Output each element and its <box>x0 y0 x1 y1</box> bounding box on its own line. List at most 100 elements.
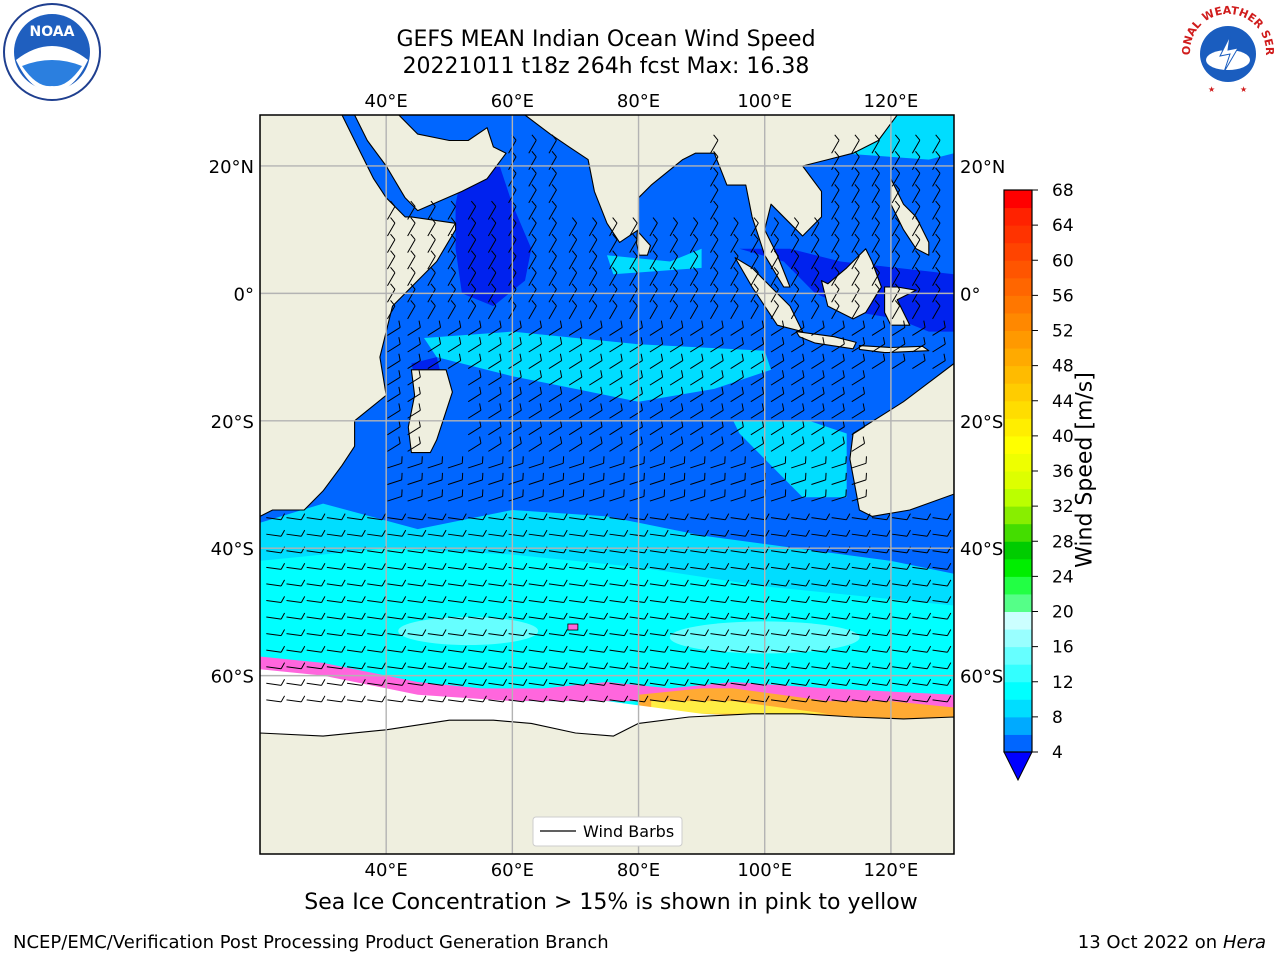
wind-barb-shaft <box>649 393 663 403</box>
wind-barb-flag <box>745 579 750 587</box>
wind-barb <box>892 679 911 686</box>
lat-tick-left: 20°N <box>209 157 254 178</box>
wind-barb-shaft <box>932 343 946 353</box>
wind-barb-flag <box>539 320 542 328</box>
wind-barb-shaft <box>266 599 282 604</box>
wind-barb-flag <box>632 217 638 224</box>
wind-barb <box>689 250 699 270</box>
wind-barb <box>447 612 467 620</box>
wind-barb-shaft <box>851 305 860 320</box>
wind-barb <box>528 579 548 587</box>
wind-barb-shaft <box>609 599 625 604</box>
wind-barb-shaft <box>609 327 623 336</box>
wind-barb-flag <box>684 629 689 636</box>
wind-barb-flag <box>834 266 840 274</box>
wind-barb-shaft <box>932 289 941 303</box>
wind-barb-shaft <box>568 255 578 270</box>
wind-barb-flag <box>644 695 649 703</box>
wind-barb <box>690 679 709 686</box>
wind-barb-flag <box>785 629 790 636</box>
wind-barb-flag <box>753 233 759 240</box>
wind-barb <box>750 436 765 452</box>
wind-barb <box>266 579 286 587</box>
wind-barb <box>548 217 557 237</box>
wind-barb-flag <box>724 612 730 620</box>
wind-barb <box>488 386 502 403</box>
wind-barb <box>750 337 765 353</box>
wind-barb <box>266 629 286 637</box>
wind-barb-shaft <box>770 633 786 637</box>
wind-barb-shaft <box>629 360 643 369</box>
wind-barb-flag <box>640 403 643 411</box>
wind-barb-shaft <box>871 649 887 653</box>
wind-barb <box>791 612 810 620</box>
wind-barb-shaft <box>508 495 523 502</box>
wind-barb-shaft <box>548 583 564 587</box>
wind-barb <box>831 200 840 220</box>
wind-barb <box>871 695 891 703</box>
wind-barb-shaft <box>811 360 825 369</box>
wind-barb-shaft <box>730 393 744 403</box>
wind-barb-shaft <box>710 517 726 521</box>
colorbar-segment <box>1004 330 1032 349</box>
wind-barb <box>548 283 557 303</box>
wind-barb-shaft <box>831 327 845 336</box>
wind-barb <box>710 151 719 171</box>
wind-barb-flag <box>935 134 941 141</box>
wind-barb-flag <box>640 337 643 345</box>
colorbar-segment <box>1004 435 1032 454</box>
wind-barb <box>891 217 901 237</box>
wind-barb-flag <box>701 386 704 394</box>
wind-barb-flag <box>915 250 921 257</box>
wind-barb-flag <box>943 353 946 361</box>
wind-barb <box>710 266 719 286</box>
wind-barb-flag <box>765 662 770 670</box>
wind-barb-shaft <box>770 666 786 670</box>
wind-barb <box>669 353 684 369</box>
wind-barb-shaft <box>427 649 443 653</box>
wind-barb <box>932 233 941 253</box>
wind-barb <box>831 337 845 353</box>
wind-barb-shaft <box>831 189 840 204</box>
wind-barb-flag <box>681 370 684 378</box>
wind-barb-shaft <box>871 633 887 637</box>
wind-barb-shaft <box>690 393 704 403</box>
wind-barb <box>851 596 871 604</box>
wind-barb <box>407 217 416 237</box>
wind-barb-shaft <box>487 206 497 220</box>
wind-barb <box>367 679 386 686</box>
wind-barb-shaft <box>791 550 807 554</box>
wind-barb-shaft <box>750 343 764 353</box>
wind-barb <box>649 612 669 620</box>
wind-barb-shaft <box>629 393 643 403</box>
wind-barb-flag <box>741 436 744 444</box>
wind-barb-shaft <box>447 343 461 353</box>
wind-barb-shaft <box>568 462 584 469</box>
wind-barb-flag <box>805 596 810 603</box>
wind-barb <box>912 645 932 653</box>
wind-barb <box>670 662 689 670</box>
wind-barb-shaft <box>851 327 865 336</box>
wind-barb-shaft <box>710 583 726 587</box>
wind-barb-shaft <box>609 495 624 502</box>
wind-barb <box>387 217 396 237</box>
wind-barb <box>609 472 625 485</box>
wind-barb <box>790 337 805 353</box>
wind-barb-shaft <box>589 682 605 686</box>
svg-text:★: ★ <box>1240 85 1247 94</box>
wind-barb <box>790 217 800 237</box>
wind-barb-flag <box>733 217 739 224</box>
wind-barb-flag <box>713 151 719 158</box>
wind-barb-shaft <box>447 649 463 653</box>
wind-barb <box>831 529 851 537</box>
wind-barb-shaft <box>710 426 724 436</box>
wind-barb-shaft <box>811 479 826 485</box>
wind-barb-flag <box>462 612 467 620</box>
wind-barb-flag <box>410 217 416 224</box>
wind-barb <box>427 489 443 502</box>
arabia-land <box>354 115 507 212</box>
wind-barb <box>750 513 770 521</box>
wind-barb <box>710 629 730 637</box>
wind-barb-flag <box>721 403 724 411</box>
wind-barb <box>831 579 851 587</box>
